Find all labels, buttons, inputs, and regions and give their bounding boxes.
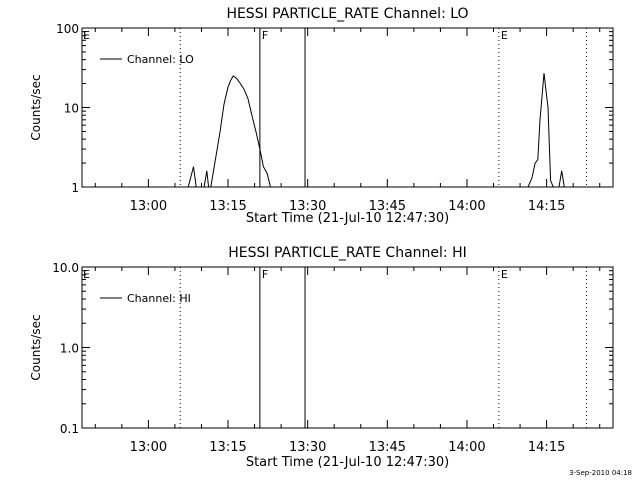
x-tick-label: 14:15 [528, 440, 565, 455]
legend-label-1: Channel: HI [127, 292, 191, 305]
x-axis-label-0: Start Time (21-Jul-10 12:47:30) [246, 211, 449, 226]
x-tick-label: 13:15 [209, 199, 246, 214]
series-line-segment [210, 75, 271, 188]
x-axis-label-1: Start Time (21-Jul-10 12:47:30) [246, 455, 449, 470]
chart-title-0: HESSI PARTICLE_RATE Channel: LO [226, 6, 468, 22]
time-marker-label: E [501, 268, 508, 281]
chart-title-1: HESSI PARTICLE_RATE Channel: HI [228, 245, 466, 261]
x-tick-label: 14:00 [448, 440, 485, 455]
x-tick-label: 13:30 [289, 199, 326, 214]
x-tick-label: 14:00 [448, 199, 485, 214]
x-tick-label: 13:45 [369, 440, 406, 455]
y-tick-label: 0.1 [60, 422, 79, 436]
generation-timestamp: 3-Sep-2010 04:18 [569, 469, 632, 477]
y-tick-label: 10.0 [52, 261, 79, 275]
series-line-segment [558, 170, 565, 188]
time-marker-label: E [501, 29, 508, 42]
x-tick-label: 13:00 [130, 440, 167, 455]
x-tick-label: 13:45 [369, 199, 406, 214]
y-tick-label: 1 [71, 181, 79, 195]
legend-label-0: Channel: LO [127, 53, 194, 66]
corner-marker-label: E [83, 268, 90, 281]
series-line-segment [187, 166, 210, 188]
x-tick-label: 13:15 [209, 440, 246, 455]
y-tick-label: 10 [64, 102, 79, 116]
x-tick-label: 13:30 [289, 440, 326, 455]
y-tick-label: 1.0 [60, 342, 79, 356]
time-marker-label: F [262, 29, 268, 42]
y-axis-label-1: Counts/sec [29, 314, 43, 380]
time-marker-label: F [262, 268, 268, 281]
x-tick-label: 13:00 [130, 199, 167, 214]
series-line-segment [527, 73, 554, 188]
plot-frame-0 [81, 27, 614, 188]
y-tick-label: 100 [56, 22, 79, 36]
x-tick-label: 14:15 [528, 199, 565, 214]
corner-marker-label: E [83, 29, 90, 42]
y-axis-label-0: Counts/sec [29, 74, 43, 140]
